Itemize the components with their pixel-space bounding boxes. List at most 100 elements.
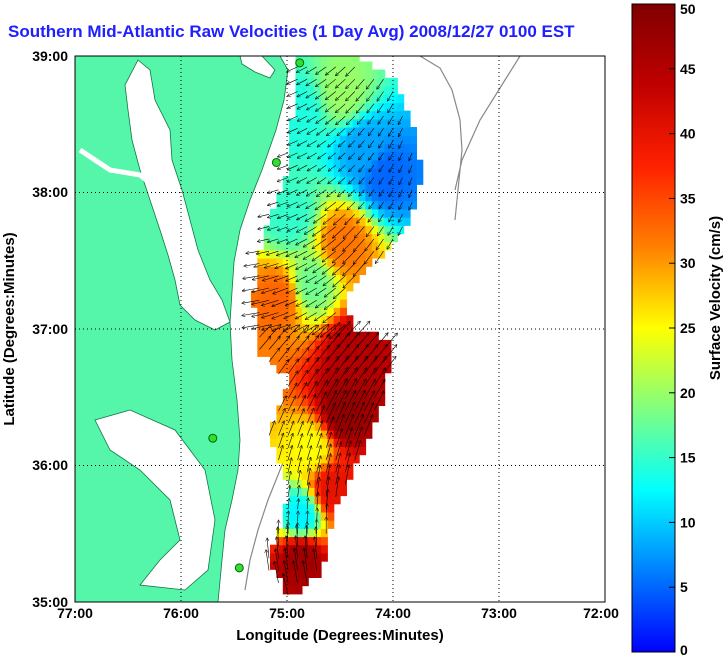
velocity-cell — [371, 389, 379, 398]
velocity-cell — [390, 102, 398, 112]
velocity-cell — [333, 61, 341, 71]
velocity-vector — [336, 201, 346, 210]
velocity-vector — [278, 421, 285, 436]
velocity-cell — [359, 184, 367, 194]
velocity-vector — [297, 383, 307, 399]
velocity-cell — [320, 56, 328, 63]
velocity-vector — [367, 103, 375, 113]
velocity-vector — [346, 103, 356, 113]
velocity-cell — [327, 511, 335, 521]
velocity-cell — [308, 307, 316, 316]
velocity-cell — [295, 208, 303, 218]
velocity-cell — [371, 127, 379, 136]
velocity-cell — [295, 290, 303, 300]
velocity-cell — [320, 127, 328, 136]
velocity-vector — [346, 91, 356, 101]
velocity-cell — [301, 315, 309, 325]
velocity-cell — [276, 258, 284, 267]
velocity-cell — [320, 372, 328, 382]
velocity-cell — [327, 487, 335, 497]
velocity-vector — [345, 465, 349, 485]
velocity-vector — [376, 238, 384, 250]
velocity-vector — [354, 321, 370, 338]
velocity-vector — [306, 395, 315, 412]
velocity-cell — [365, 167, 373, 177]
velocity-cell — [352, 127, 360, 136]
velocity-cell — [327, 102, 335, 112]
velocity-cell — [352, 110, 360, 120]
velocity-vector — [287, 78, 298, 84]
velocity-cell — [359, 94, 367, 103]
x-tick-label: 75:00 — [269, 605, 305, 621]
velocity-vector — [242, 324, 260, 328]
velocity-vector — [297, 396, 306, 412]
velocity-vector — [286, 275, 298, 281]
velocity-cell — [308, 86, 316, 95]
velocity-vector — [343, 238, 356, 251]
velocity-cell — [359, 69, 367, 79]
velocity-cell — [308, 438, 316, 447]
velocity-cell — [384, 159, 392, 169]
velocity-cell — [384, 233, 392, 243]
velocity-cell — [289, 200, 297, 210]
velocity-cell — [365, 77, 373, 87]
velocity-cell — [340, 225, 347, 235]
velocity-cell — [308, 159, 316, 169]
velocity-vector — [335, 415, 344, 436]
velocity-cell — [320, 282, 328, 292]
velocity-vector — [316, 357, 329, 375]
velocity-cell — [352, 143, 360, 153]
velocity-vector — [379, 189, 384, 196]
velocity-vector — [297, 446, 302, 461]
velocity-cell — [390, 176, 398, 185]
velocity-cell — [346, 127, 354, 136]
velocity-vector — [339, 177, 346, 184]
velocity-cell — [301, 94, 309, 103]
velocity-vector — [304, 226, 317, 235]
velocity-cell — [327, 233, 335, 243]
velocity-vector — [373, 356, 387, 375]
velocity-cell — [257, 290, 265, 300]
velocity-cell — [276, 454, 284, 464]
velocity-cell — [384, 102, 392, 112]
x-tick-label: 77:00 — [57, 605, 93, 621]
velocity-vector — [277, 238, 289, 243]
velocity-cell — [289, 569, 297, 578]
velocity-cell — [301, 577, 309, 587]
velocity-cell — [295, 503, 303, 513]
velocity-vector — [307, 152, 317, 159]
velocity-cell — [314, 389, 322, 398]
velocity-cell — [295, 282, 303, 292]
velocity-vector — [389, 189, 394, 197]
velocity-cell — [359, 118, 367, 128]
velocity-cell — [289, 151, 297, 161]
velocity-cell — [320, 258, 328, 267]
velocity-cell — [410, 143, 417, 153]
velocity-cell — [352, 348, 360, 357]
velocity-vector — [399, 214, 403, 222]
velocity-cell — [276, 290, 284, 300]
velocity-cell — [295, 135, 303, 144]
velocity-vector — [387, 238, 394, 249]
velocity-cell — [301, 102, 309, 112]
velocity-cell — [346, 372, 354, 382]
velocity-vector — [369, 128, 375, 135]
y-tick-label: 35:00 — [32, 594, 68, 610]
velocity-vector — [286, 300, 298, 305]
velocity-cell — [352, 380, 360, 390]
velocity-cell — [282, 339, 290, 349]
velocity-cell — [301, 135, 309, 144]
velocity-vector — [307, 103, 317, 110]
velocity-cell — [289, 421, 297, 431]
velocity-cell — [352, 233, 360, 243]
velocity-cell — [289, 192, 297, 202]
velocity-cell — [301, 151, 309, 161]
velocity-cell — [320, 430, 328, 439]
velocity-vector — [356, 91, 365, 102]
velocity-vector — [307, 164, 317, 171]
velocity-cell — [333, 56, 341, 63]
velocity-vector — [321, 324, 336, 337]
velocity-cell — [301, 438, 309, 447]
velocity-cell — [320, 331, 328, 341]
velocity-cell — [276, 421, 284, 431]
